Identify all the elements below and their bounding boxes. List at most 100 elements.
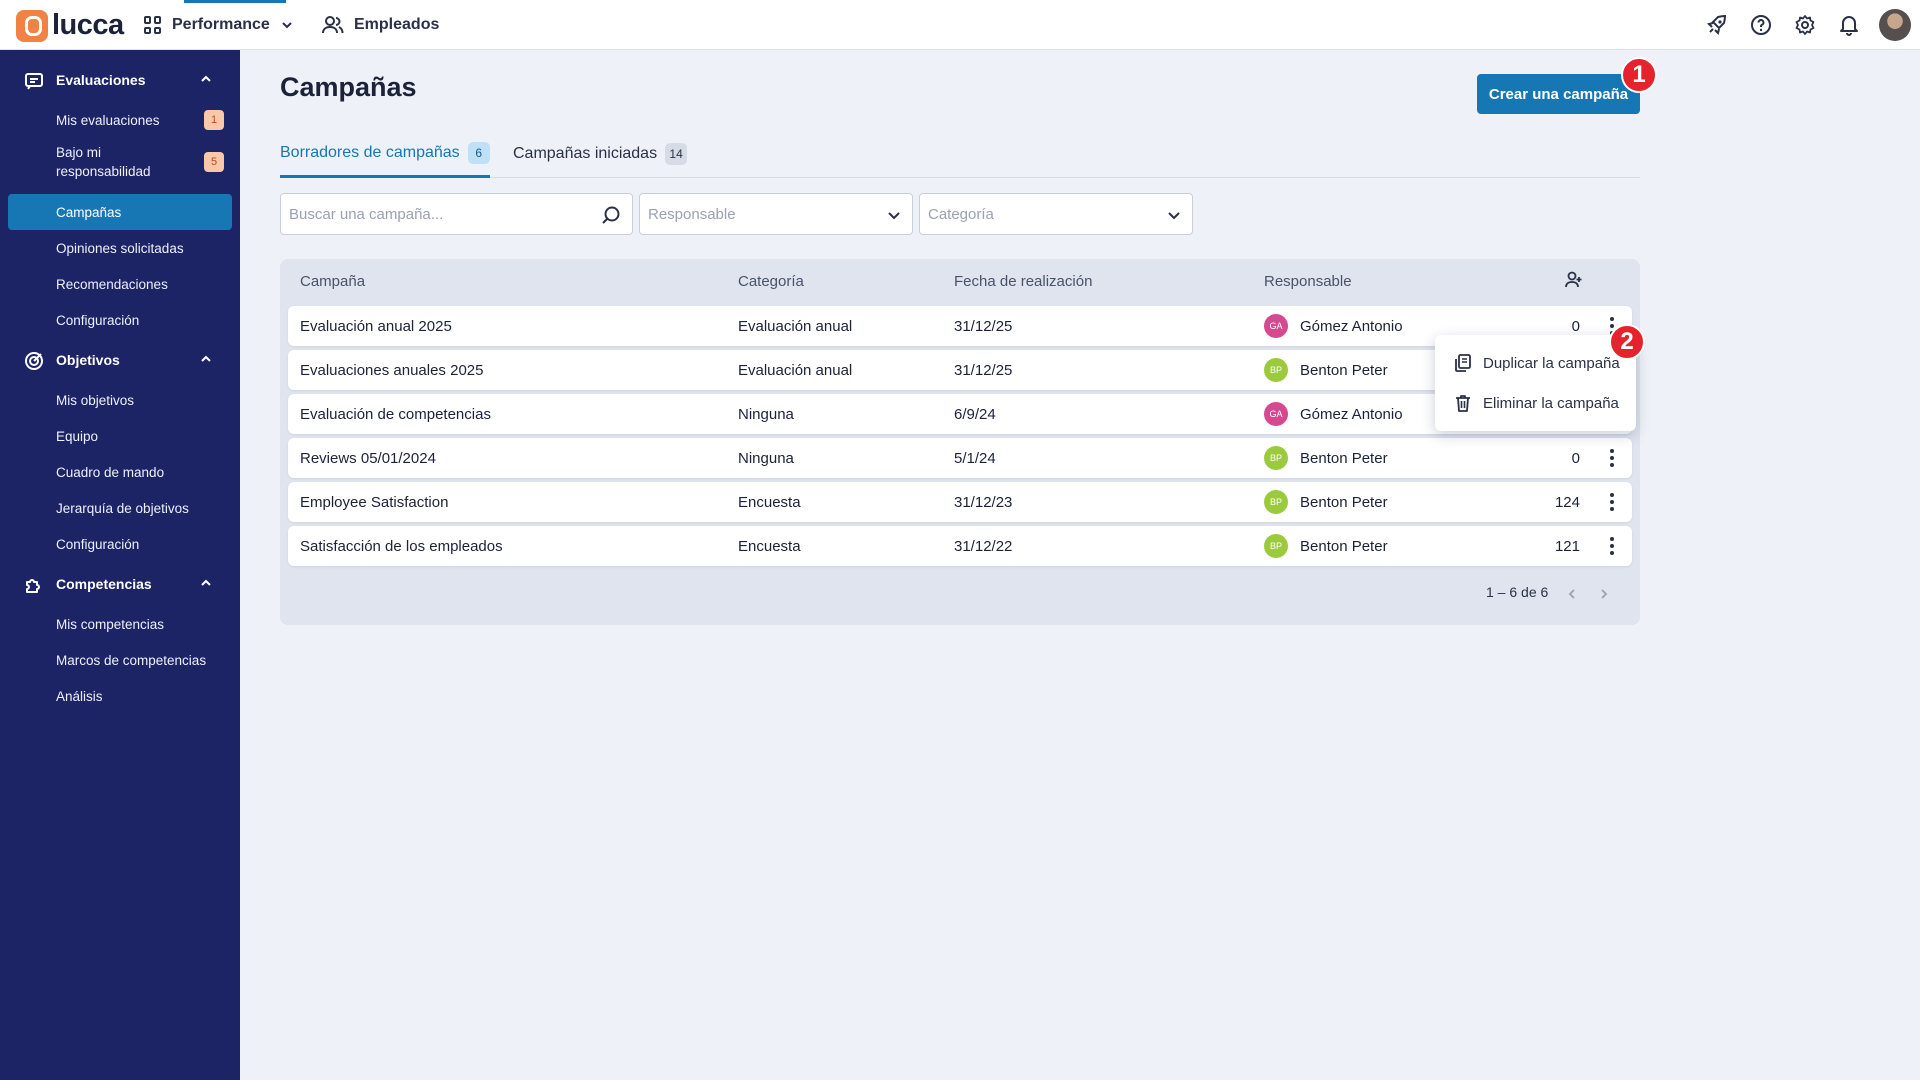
owner-avatar: BP xyxy=(1264,534,1288,558)
row-actions-menu: Duplicar la campaña Eliminar la campaña xyxy=(1435,335,1636,431)
sidebar-section-competencias[interactable]: Competencias xyxy=(0,566,240,602)
category-select[interactable]: Categoría xyxy=(919,193,1193,235)
table-row[interactable]: Reviews 05/01/2024 Ninguna 5/1/24 BP Ben… xyxy=(288,438,1632,478)
sidebar-item-recomendaciones[interactable]: Recomendaciones xyxy=(8,266,232,302)
campaign-date: 5/1/24 xyxy=(954,449,996,467)
sidebar-item-mis-evaluaciones[interactable]: Mis evaluaciones 1 xyxy=(8,102,232,138)
apps-grid-icon xyxy=(144,16,162,34)
column-header-categoria[interactable]: Categoría xyxy=(738,273,804,290)
column-header-responsable[interactable]: Responsable xyxy=(1264,273,1352,290)
owner-avatar: GA xyxy=(1264,402,1288,426)
participant-count: 121 xyxy=(1554,537,1580,555)
nav-empleados-label: Empleados xyxy=(354,16,440,33)
logo-text: lucca xyxy=(52,9,124,41)
search-icon[interactable] xyxy=(600,205,622,227)
campaign-name: Evaluación de competencias xyxy=(300,405,491,423)
column-header-fecha[interactable]: Fecha de realización xyxy=(954,273,1093,290)
create-campaign-button[interactable]: Crear una campaña xyxy=(1477,74,1640,114)
campaign-date: 31/12/22 xyxy=(954,537,1013,555)
table-row[interactable]: Satisfacción de los empleados Encuesta 3… xyxy=(288,526,1632,566)
campaign-category: Ninguna xyxy=(738,449,794,467)
menu-item-label: Duplicar la campaña xyxy=(1483,354,1620,372)
campaign-date: 31/12/23 xyxy=(954,493,1013,511)
sidebar-item-label: Configuración xyxy=(56,536,140,552)
tab-borradores[interactable]: Borradores de campañas 6 xyxy=(280,130,490,178)
lucca-logo-icon xyxy=(16,9,48,42)
lucca-logo[interactable]: lucca xyxy=(16,9,124,42)
table-row[interactable]: Evaluaciones anuales 2025 Evaluación anu… xyxy=(288,350,1632,390)
table-row[interactable]: Employee Satisfaction Encuesta 31/12/23 … xyxy=(288,482,1632,522)
campaign-category: Evaluación anual xyxy=(738,317,853,335)
sidebar-item-bajo-mi-responsabilidad[interactable]: Bajo mi responsabilidad 5 xyxy=(8,139,232,185)
nav-empleados[interactable]: Empleados xyxy=(322,0,439,50)
delete-campaign-item[interactable]: Eliminar la campaña xyxy=(1435,383,1636,423)
sidebar-item-label: Jerarquía de objetivos xyxy=(56,500,189,516)
table-row[interactable]: Evaluación de competencias Ninguna 6/9/2… xyxy=(288,394,1632,434)
more-options-icon[interactable] xyxy=(1608,449,1616,467)
campaign-category: Encuesta xyxy=(738,537,801,555)
tab-iniciadas[interactable]: Campañas iniciadas 14 xyxy=(513,130,688,178)
table-row[interactable]: Evaluación anual 2025 Evaluación anual 3… xyxy=(288,306,1632,346)
owner-name: Gómez Antonio xyxy=(1300,317,1403,335)
tab-label: Campañas iniciadas xyxy=(513,145,658,162)
campaign-category: Evaluación anual xyxy=(738,361,853,379)
chevron-down-icon xyxy=(1168,212,1180,220)
campaign-owner: BP Benton Peter xyxy=(1264,482,1388,522)
sidebar-item-configuracion-evaluaciones[interactable]: Configuración xyxy=(8,302,232,338)
campaign-tabs: Borradores de campañas 6 Campañas inicia… xyxy=(280,130,1640,178)
owner-name: Gómez Antonio xyxy=(1300,405,1403,423)
column-header-campana[interactable]: Campaña xyxy=(300,273,366,290)
more-options-icon[interactable] xyxy=(1608,493,1616,511)
sidebar-item-cuadro-de-mando[interactable]: Cuadro de mando xyxy=(8,454,232,490)
sidebar-item-opiniones-solicitadas[interactable]: Opiniones solicitadas xyxy=(8,230,232,266)
sidebar-item-mis-objetivos[interactable]: Mis objetivos xyxy=(8,382,232,418)
nav-performance[interactable]: Performance xyxy=(144,0,294,50)
sidebar-section-label: Evaluaciones xyxy=(56,72,146,88)
menu-item-label: Eliminar la campaña xyxy=(1483,394,1619,412)
sidebar-item-equipo[interactable]: Equipo xyxy=(8,418,232,454)
responsible-placeholder: Responsable xyxy=(648,205,736,223)
trash-icon xyxy=(1456,395,1470,412)
sidebar-item-label: Bajo mi responsabilidad xyxy=(56,145,151,179)
more-options-icon[interactable] xyxy=(1608,537,1616,555)
chevron-left-icon[interactable] xyxy=(1567,588,1577,600)
campaign-date: 31/12/25 xyxy=(954,317,1013,335)
owner-avatar: GA xyxy=(1264,314,1288,338)
chevron-up-icon xyxy=(201,579,211,586)
sidebar-item-marcos-de-competencias[interactable]: Marcos de competencias xyxy=(8,642,232,678)
sidebar-item-configuracion-objetivos[interactable]: Configuración xyxy=(8,526,232,562)
users-icon xyxy=(322,16,344,34)
sidebar-item-analisis[interactable]: Análisis xyxy=(8,678,232,714)
campaign-date: 31/12/25 xyxy=(954,361,1013,379)
pagination-range: 1 – 6 de 6 xyxy=(1486,584,1549,600)
sidebar-item-label: Mis evaluaciones xyxy=(56,112,160,128)
owner-avatar: BP xyxy=(1264,490,1288,514)
sidebar-section-objetivos[interactable]: Objetivos xyxy=(0,342,240,378)
chevron-up-icon xyxy=(201,75,211,82)
sidebar-section-evaluaciones[interactable]: Evaluaciones xyxy=(0,62,240,98)
responsible-select[interactable]: Responsable xyxy=(639,193,913,235)
sidebar-item-label: Opiniones solicitadas xyxy=(56,240,184,256)
campaign-category: Ninguna xyxy=(738,405,794,423)
sidebar-item-mis-competencias[interactable]: Mis competencias xyxy=(8,606,232,642)
rocket-icon[interactable] xyxy=(1695,0,1739,50)
bell-icon[interactable] xyxy=(1827,0,1871,50)
campaign-name: Satisfacción de los empleados xyxy=(300,537,503,555)
sidebar-item-label: Configuración xyxy=(56,312,140,328)
sidebar-item-jerarquia-de-objetivos[interactable]: Jerarquía de objetivos xyxy=(8,490,232,526)
chevron-right-icon[interactable] xyxy=(1599,588,1609,600)
sidebar-item-label: Mis objetivos xyxy=(56,392,135,408)
campaign-date: 6/9/24 xyxy=(954,405,996,423)
participant-count: 0 xyxy=(1571,449,1580,467)
duplicate-campaign-item[interactable]: Duplicar la campaña xyxy=(1435,343,1636,383)
gear-icon[interactable] xyxy=(1783,0,1827,50)
search-input[interactable]: Buscar una campaña... xyxy=(280,193,633,235)
step-marker-2: 2 xyxy=(1609,324,1645,360)
chevron-down-icon xyxy=(282,22,292,29)
sidebar-item-label: Marcos de competencias xyxy=(56,652,207,668)
top-bar: lucca Performance Empleados xyxy=(0,0,1920,50)
puzzle-icon xyxy=(26,579,40,593)
user-avatar[interactable] xyxy=(1879,9,1911,41)
sidebar-item-campanas[interactable]: Campañas xyxy=(8,194,232,230)
help-icon[interactable] xyxy=(1739,0,1783,50)
